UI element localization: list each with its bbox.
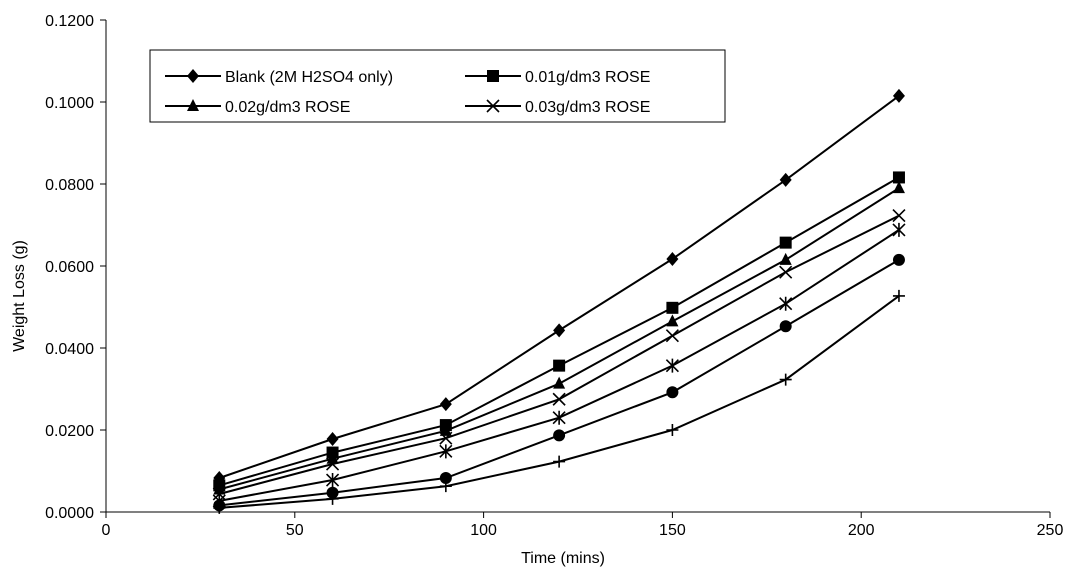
data-point [326,486,339,499]
legend-item: 0.01g/dm3 ROSE [465,69,650,86]
data-point [665,358,679,373]
y-tick-label: 0.0400 [45,341,94,358]
series-6 [213,253,905,512]
data-point [553,429,566,442]
series-1 [213,88,905,485]
x-tick-label: 250 [1037,522,1064,539]
data-point [892,209,906,223]
data-point [552,392,566,406]
data-point [779,296,793,311]
y-tick-label: 0.0600 [45,259,94,276]
x-tick-label: 50 [286,522,304,539]
data-point [552,410,566,425]
data-point [779,320,792,333]
x-tick-label: 150 [659,522,686,539]
legend-item: 0.02g/dm3 ROSE [165,99,350,116]
x-axis-title: Time (mins) [521,550,605,567]
data-point [439,444,453,459]
data-point [553,323,566,338]
data-point [439,431,453,445]
data-point [892,181,905,194]
data-point [486,99,500,113]
data-point [666,386,679,399]
y-tick-label: 0.0800 [45,177,94,194]
data-point [325,473,340,488]
data-point [892,289,905,302]
data-point [213,501,226,514]
data-point [439,397,452,412]
data-point [779,252,792,265]
axes: 0 50 100 150 200 250 0.0000 0.0200 0.0400 0.0600 0… [45,13,1063,539]
legend-item: Blank (2M H2SO4 only) [165,69,393,86]
data-point [439,423,452,436]
data-point [326,432,339,447]
data-point [439,471,452,484]
y-tick-label: 0.0000 [45,505,94,522]
data-point [553,359,566,372]
data-point [666,252,679,267]
data-point [779,265,793,279]
y-axis-title: Weight Loss (g) [11,240,28,352]
y-tick-label: 0.1200 [45,13,94,30]
data-point [666,301,679,314]
data-point [892,222,906,237]
series-line [219,214,900,495]
data-point [892,253,905,266]
data-point [439,480,452,493]
data-point [187,99,199,111]
data-point [892,171,905,184]
data-point [666,314,679,327]
data-point [665,329,679,343]
data-point [779,236,792,249]
data-point [666,424,679,436]
legend-item: 0.03g/dm3 ROSE [465,99,650,116]
legend-label: 0.03g/dm3 ROSE [525,99,650,116]
data-point [326,492,339,505]
legend-label: Blank (2M H2SO4 only) [225,69,393,86]
data-point [553,376,566,389]
data-point [487,70,499,82]
series-3 [213,181,905,495]
x-tick-label: 100 [470,522,497,539]
legend-box [149,49,726,123]
legend-label: 0.02g/dm3 ROSE [225,99,350,116]
data-point [325,457,340,471]
data-point [553,455,566,468]
data-point [892,88,905,103]
data-point [779,172,792,187]
series-7 [213,289,905,514]
y-tick-label: 0.1000 [45,95,94,112]
data-point [187,69,199,83]
legend-label: 0.01g/dm3 ROSE [525,69,650,86]
x-tick-label: 0 [102,522,111,539]
series-line [219,187,900,491]
data-point [779,373,792,386]
legend: Blank (2M H2SO4 only) 0.01g/dm3 ROSE 0.02g… [149,49,726,123]
x-tick-label: 200 [848,522,875,539]
series-layer [212,88,906,514]
y-tick-label: 0.0200 [45,423,94,440]
